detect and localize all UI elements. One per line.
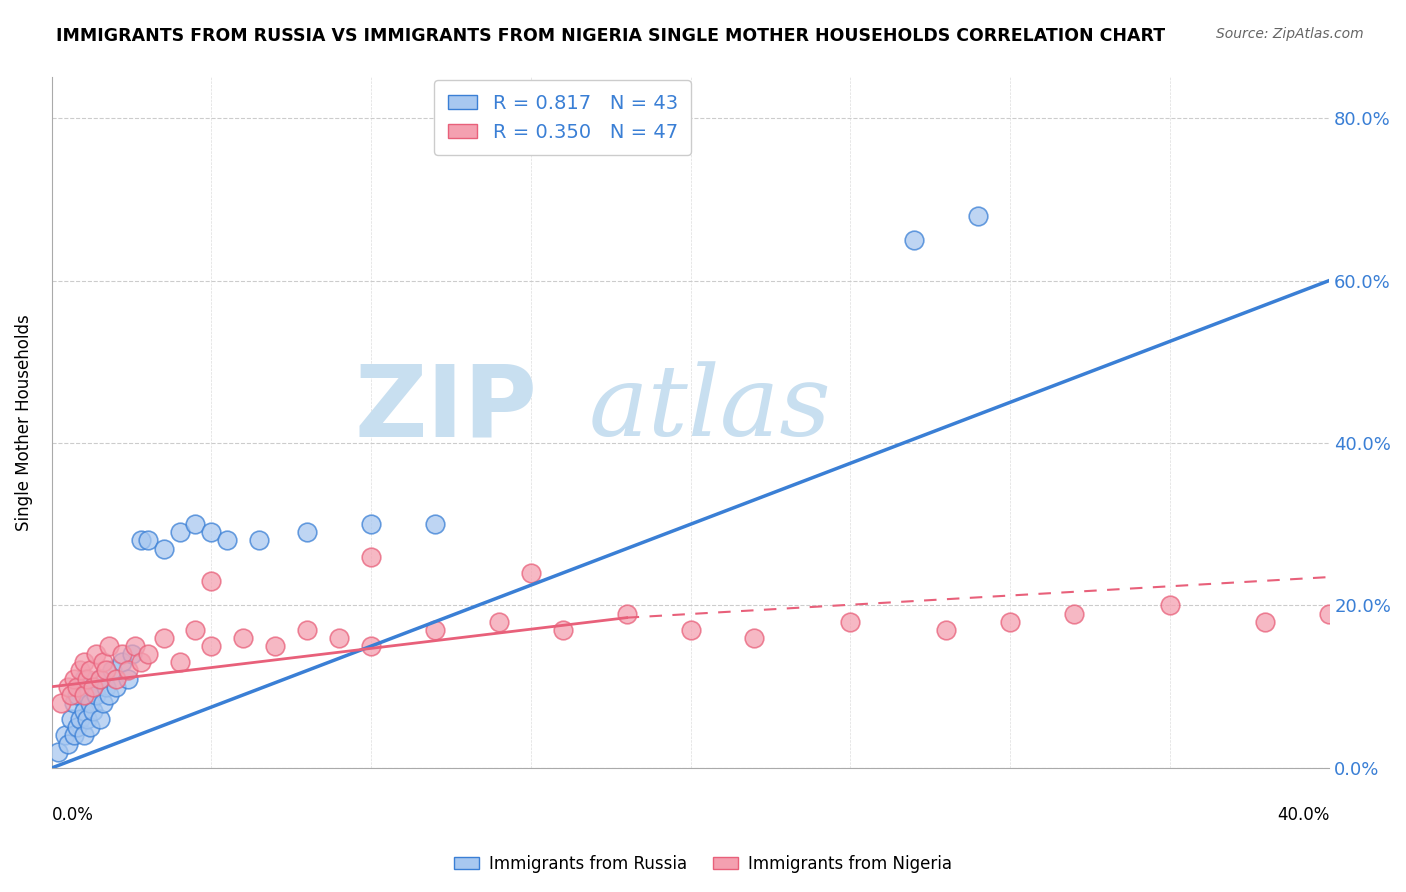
Point: [117, 664, 139, 678]
Point: [967, 209, 990, 223]
Text: Source: ZipAtlas.com: Source: ZipAtlas.com: [1216, 27, 1364, 41]
Point: [79, 696, 101, 710]
Point: [66, 680, 89, 694]
Point: [117, 672, 139, 686]
Point: [136, 647, 159, 661]
Point: [63, 729, 86, 743]
Point: [903, 233, 925, 247]
Point: [101, 664, 124, 678]
Point: [53, 729, 76, 743]
Point: [184, 517, 207, 532]
Point: [616, 607, 638, 621]
Text: 40.0%: 40.0%: [1277, 805, 1329, 823]
Point: [184, 623, 207, 637]
Point: [935, 623, 957, 637]
Point: [89, 672, 111, 686]
Point: [200, 525, 222, 540]
Point: [69, 664, 91, 678]
Point: [98, 688, 121, 702]
Point: [63, 672, 86, 686]
Point: [82, 680, 104, 694]
Point: [488, 615, 510, 629]
Point: [111, 647, 134, 661]
Point: [79, 720, 101, 734]
Point: [247, 533, 270, 548]
Point: [200, 639, 222, 653]
Point: [76, 672, 98, 686]
Point: [59, 712, 82, 726]
Point: [200, 574, 222, 588]
Point: [98, 639, 121, 653]
Point: [297, 525, 319, 540]
Point: [66, 688, 89, 702]
Text: 0.0%: 0.0%: [52, 805, 94, 823]
Point: [744, 631, 766, 645]
Point: [73, 656, 96, 670]
Point: [91, 696, 114, 710]
Point: [551, 623, 574, 637]
Point: [79, 664, 101, 678]
Point: [104, 672, 127, 686]
Point: [76, 712, 98, 726]
Point: [73, 688, 96, 702]
Y-axis label: Single Mother Households: Single Mother Households: [15, 314, 32, 531]
Point: [76, 688, 98, 702]
Point: [423, 623, 446, 637]
Point: [360, 639, 382, 653]
Point: [94, 664, 117, 678]
Point: [73, 704, 96, 718]
Point: [89, 672, 111, 686]
Text: atlas: atlas: [588, 361, 831, 457]
Point: [111, 656, 134, 670]
Point: [136, 533, 159, 548]
Point: [89, 712, 111, 726]
Point: [679, 623, 702, 637]
Point: [328, 631, 350, 645]
Point: [124, 639, 146, 653]
Point: [73, 729, 96, 743]
Point: [51, 696, 73, 710]
Point: [56, 680, 79, 694]
Point: [56, 737, 79, 751]
Point: [169, 656, 191, 670]
Point: [1063, 607, 1085, 621]
Point: [129, 656, 152, 670]
Point: [152, 541, 174, 556]
Point: [360, 517, 382, 532]
Point: [94, 680, 117, 694]
Point: [297, 623, 319, 637]
Point: [169, 525, 191, 540]
Legend: Immigrants from Russia, Immigrants from Nigeria: Immigrants from Russia, Immigrants from …: [447, 848, 959, 880]
Point: [423, 517, 446, 532]
Point: [520, 566, 543, 580]
Legend: R = 0.817   N = 43, R = 0.350   N = 47: R = 0.817 N = 43, R = 0.350 N = 47: [434, 80, 692, 155]
Point: [232, 631, 254, 645]
Point: [1159, 599, 1181, 613]
Point: [82, 680, 104, 694]
Point: [91, 656, 114, 670]
Point: [69, 680, 91, 694]
Point: [86, 688, 108, 702]
Point: [264, 639, 287, 653]
Point: [59, 688, 82, 702]
Point: [73, 672, 96, 686]
Point: [63, 696, 86, 710]
Point: [217, 533, 239, 548]
Point: [69, 712, 91, 726]
Point: [1317, 607, 1340, 621]
Text: IMMIGRANTS FROM RUSSIA VS IMMIGRANTS FROM NIGERIA SINGLE MOTHER HOUSEHOLDS CORRE: IMMIGRANTS FROM RUSSIA VS IMMIGRANTS FRO…: [56, 27, 1166, 45]
Point: [86, 647, 108, 661]
Point: [1254, 615, 1277, 629]
Point: [998, 615, 1021, 629]
Point: [839, 615, 862, 629]
Text: ZIP: ZIP: [354, 360, 537, 458]
Point: [104, 680, 127, 694]
Point: [82, 704, 104, 718]
Point: [129, 533, 152, 548]
Point: [46, 745, 69, 759]
Point: [66, 720, 89, 734]
Point: [360, 549, 382, 564]
Point: [152, 631, 174, 645]
Point: [121, 647, 143, 661]
